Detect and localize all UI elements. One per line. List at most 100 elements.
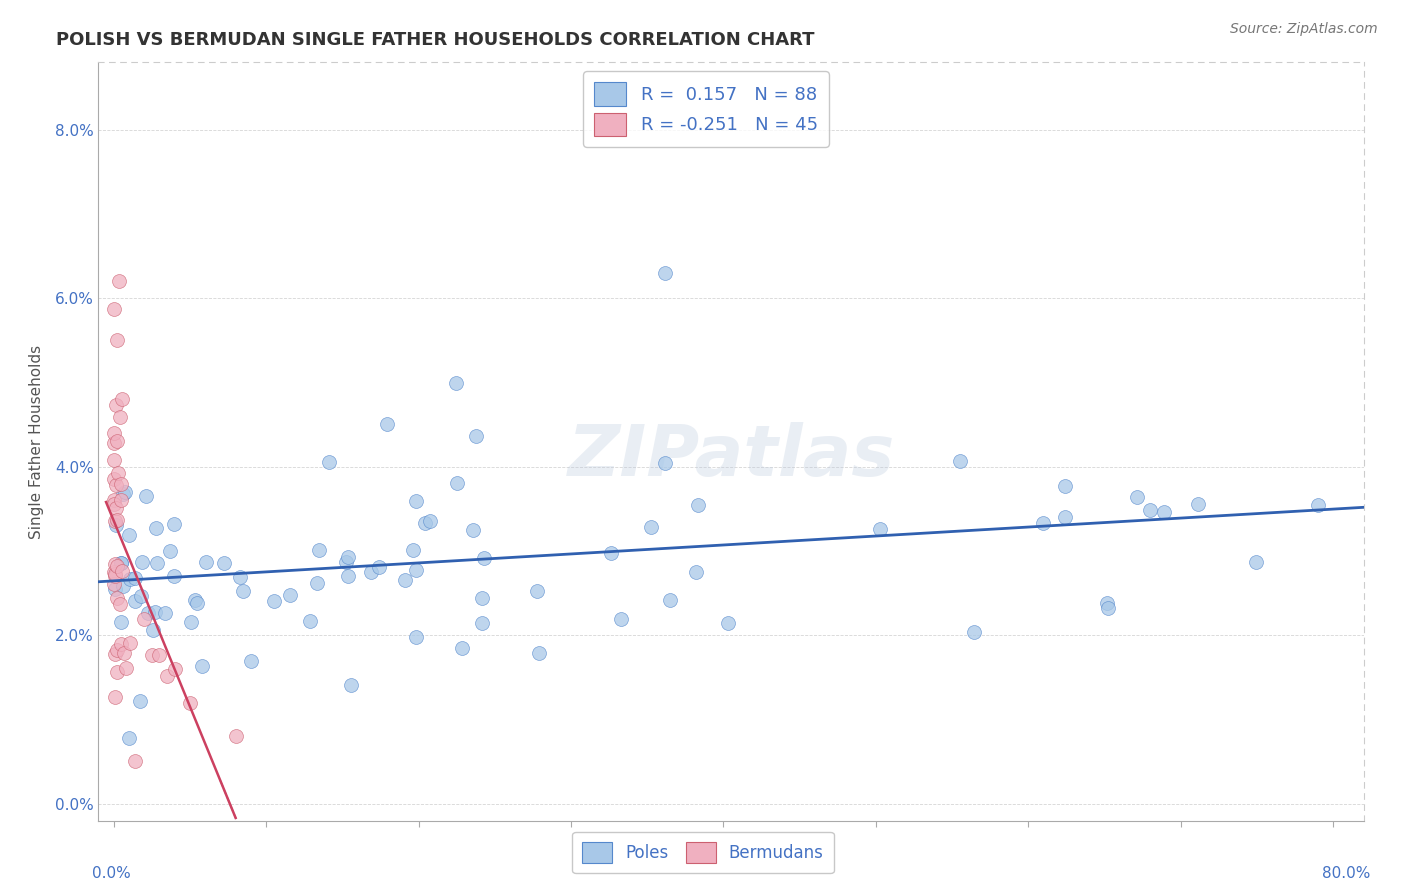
Point [686,498,709,512]
Point [111,486,134,500]
Point [103,453,125,467]
Point [107,275,129,289]
Y-axis label: Single Father Households: Single Father Households [28,344,44,539]
Point [610,612,633,626]
Point [104,557,127,571]
Point [163,662,186,676]
Point [153,606,176,620]
Point [105,518,128,533]
Point [461,524,484,538]
Point [104,566,127,581]
Point [141,648,163,663]
Point [600,546,623,560]
Point [191,659,214,673]
Point [184,592,207,607]
Point [232,584,254,599]
Point [308,542,330,557]
Point [162,568,184,582]
Point [105,643,128,657]
Point [110,615,132,630]
Point [118,528,141,542]
Point [145,605,167,619]
Point [105,591,128,605]
Point [118,731,141,746]
Point [124,754,146,768]
Point [368,559,391,574]
Point [114,484,136,499]
Point [110,476,132,491]
Point [225,730,247,744]
Point [105,665,128,680]
Point [413,516,436,531]
Point [111,392,134,407]
Point [869,522,891,536]
Point [131,589,153,603]
Text: ZIPatlas: ZIPatlas [568,422,894,491]
Point [124,594,146,608]
Point [375,417,398,432]
Point [278,588,301,602]
Point [716,616,738,631]
Point [110,556,132,570]
Point [194,555,217,569]
Point [103,492,125,507]
Point [120,572,142,586]
Point [186,596,208,610]
Point [1032,516,1054,530]
Point [103,576,125,591]
Point [105,434,128,449]
Point [963,625,986,640]
Point [1187,497,1209,511]
Point [471,591,494,605]
Point [110,410,132,425]
Point [114,661,136,675]
Point [654,266,676,280]
Point [107,466,129,480]
Point [111,564,134,578]
Legend: Poles, Bermudans: Poles, Bermudans [572,831,834,873]
Point [105,478,128,492]
Point [103,471,125,485]
Point [105,334,128,348]
Point [465,428,488,442]
Point [128,693,150,707]
Point [103,498,125,512]
Point [685,565,707,579]
Point [446,476,468,491]
Point [1095,596,1118,610]
Point [335,555,357,569]
Point [405,493,427,508]
Point [103,426,125,441]
Point [394,573,416,587]
Point [419,514,441,528]
Point [104,582,127,596]
Point [450,641,472,656]
Point [401,543,423,558]
Point [471,615,494,630]
Text: 0.0%: 0.0% [93,866,131,881]
Legend: R =  0.157   N = 88, R = -0.251   N = 45: R = 0.157 N = 88, R = -0.251 N = 45 [583,71,828,147]
Point [340,678,363,692]
Point [104,569,127,583]
Point [103,435,125,450]
Point [1054,479,1077,493]
Point [1306,498,1329,512]
Point [103,565,125,579]
Point [159,544,181,558]
Text: Source: ZipAtlas.com: Source: ZipAtlas.com [1230,22,1378,37]
Point [446,376,468,390]
Point [299,614,322,628]
Point [229,570,252,584]
Point [156,669,179,683]
Point [145,521,167,535]
Point [104,690,127,704]
Point [104,647,127,661]
Point [135,489,157,503]
Point [107,513,129,527]
Point [112,646,135,660]
Point [212,556,235,570]
Point [134,612,156,626]
Point [1244,555,1267,569]
Point [124,571,146,585]
Point [659,593,682,607]
